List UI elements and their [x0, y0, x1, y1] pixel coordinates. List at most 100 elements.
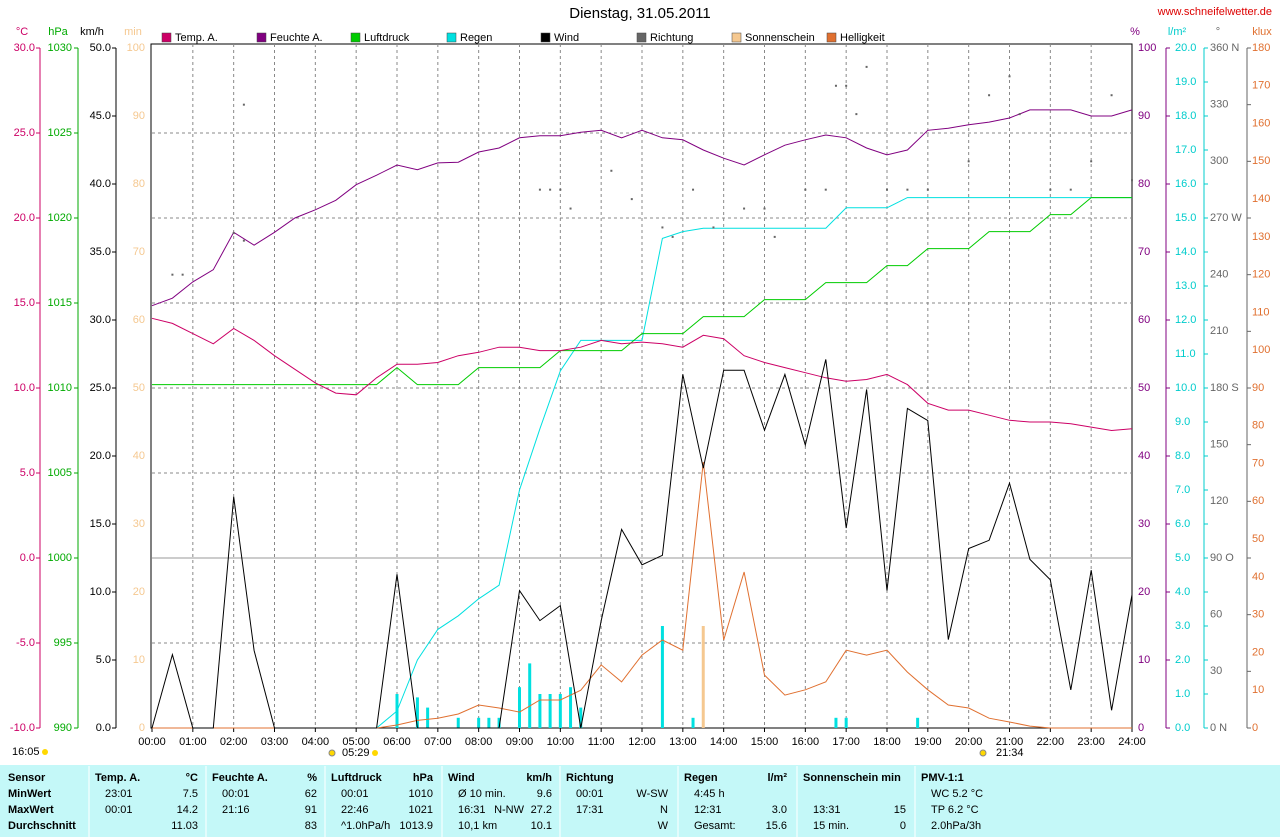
- point: [1090, 160, 1093, 163]
- y-tick-label: 1030: [48, 42, 72, 54]
- legend-swatch: [446, 32, 457, 43]
- x-tick-label: 05:00: [342, 736, 370, 748]
- y-tick-label: 20.0: [1175, 42, 1196, 54]
- column-title: Sonnenschein min: [803, 772, 901, 784]
- cell-text: 91: [305, 804, 317, 816]
- point: [988, 94, 991, 97]
- y-tick-label: 80: [1138, 178, 1150, 190]
- point: [671, 235, 674, 238]
- y-tick-label: 35.0: [90, 246, 111, 258]
- point: [549, 188, 552, 191]
- point: [834, 84, 837, 87]
- point: [242, 103, 245, 106]
- bar: [426, 707, 430, 728]
- y-tick-label: 3.0: [1175, 620, 1190, 632]
- y-tick-label: 70: [1138, 246, 1150, 258]
- bar: [518, 687, 521, 728]
- column-title: Feuchte A.: [212, 772, 268, 784]
- point: [865, 65, 868, 68]
- x-tick-label: 04:00: [302, 736, 330, 748]
- cell-text: Ø 10 min.: [458, 788, 506, 800]
- y-tick-label: 995: [54, 637, 72, 649]
- x-tick-label: 11:00: [588, 736, 615, 748]
- y-tick-label: 60: [1210, 609, 1222, 621]
- x-tick-label: 07:00: [424, 736, 452, 748]
- x-tick-label: 09:00: [506, 736, 534, 748]
- point: [538, 188, 541, 191]
- cell-text: 83: [305, 820, 317, 832]
- y-tick-label: 90: [1138, 110, 1150, 122]
- y-tick-label: 110: [1252, 306, 1270, 318]
- point: [242, 239, 245, 242]
- y-tick-label: 20: [1138, 586, 1150, 598]
- cell-text: 13:31: [813, 804, 841, 816]
- bar: [477, 717, 481, 728]
- series-line: [151, 359, 1133, 729]
- y-tick-label: 300: [1210, 155, 1228, 167]
- cell-text: 4:45 h: [694, 788, 725, 800]
- bar: [569, 687, 573, 728]
- y-tick-label: 60: [1252, 495, 1264, 507]
- cell-text: 00:01: [341, 788, 369, 800]
- y-tick-label: 15.0: [1175, 212, 1196, 224]
- sunrise-time: 05:29: [342, 747, 370, 759]
- x-tick-label: 19:00: [914, 736, 942, 748]
- point: [569, 207, 572, 210]
- y-tick-label: 10: [1252, 684, 1264, 696]
- cell-text: 11.03: [171, 820, 198, 832]
- cell-text: WC 5.2 °C: [931, 788, 983, 800]
- row-label: Durchschnitt: [8, 820, 76, 832]
- x-tick-label: 14:00: [710, 736, 738, 748]
- legend-label: Luftdruck: [364, 32, 410, 44]
- column-title: Sensor: [8, 772, 46, 784]
- y-tick-label: 20.0: [14, 212, 35, 224]
- point: [1110, 94, 1113, 97]
- point: [743, 207, 746, 210]
- point: [171, 273, 174, 276]
- bar: [834, 717, 838, 728]
- y-tick-label: 20: [1252, 646, 1264, 658]
- x-tick-label: 01:00: [179, 736, 207, 748]
- bar: [548, 694, 552, 728]
- y-tick-label: 10.0: [1175, 382, 1196, 394]
- point: [181, 273, 184, 276]
- cell-text: ^1.0hPa/h: [341, 820, 390, 832]
- x-tick-label: 23:00: [1077, 736, 1105, 748]
- y-tick-label: 180: [1252, 42, 1270, 54]
- y-tick-label: 40: [1252, 571, 1264, 583]
- bar: [844, 717, 848, 728]
- y-tick-label: 120: [1252, 269, 1270, 281]
- y-tick-label: 90 O: [1210, 552, 1234, 564]
- y-tick-label: 1015: [48, 297, 72, 309]
- bar: [456, 717, 460, 728]
- y-tick-label: 150: [1210, 439, 1228, 451]
- point: [926, 188, 929, 191]
- point: [906, 188, 909, 191]
- y-tick-label: 60: [133, 314, 145, 326]
- series-line: [151, 109, 1133, 307]
- y-tick-label: 30: [1138, 518, 1150, 530]
- y-tick-label: 1025: [48, 127, 72, 139]
- y-tick-label: 1000: [48, 552, 72, 564]
- point: [630, 198, 633, 201]
- y-tick-label: 15.0: [90, 518, 111, 530]
- legend-swatch: [350, 32, 361, 43]
- y-tick-label: 5.0: [20, 467, 35, 479]
- y-tick-label: 0: [139, 722, 145, 734]
- x-tick-label: 02:00: [220, 736, 248, 748]
- cell-text: N: [660, 804, 668, 816]
- y-tick-label: 90: [133, 110, 145, 122]
- x-tick-label: 21:00: [996, 736, 1024, 748]
- x-tick-label: 15:00: [751, 736, 779, 748]
- legend-label: Sonnenschein: [745, 32, 815, 44]
- y-tick-label: 140: [1252, 193, 1270, 205]
- legend-label: Feuchte A.: [270, 32, 323, 44]
- x-tick-label: 24:00: [1118, 736, 1146, 748]
- y-tick-label: 120: [1210, 495, 1228, 507]
- y-tick-label: 9.0: [1175, 416, 1190, 428]
- y-tick-label: 100: [1138, 42, 1156, 54]
- source-link[interactable]: www.schneifelwetter.de: [1157, 6, 1272, 18]
- y-tick-label: 100: [1252, 344, 1270, 356]
- cell-text: 00:01: [222, 788, 250, 800]
